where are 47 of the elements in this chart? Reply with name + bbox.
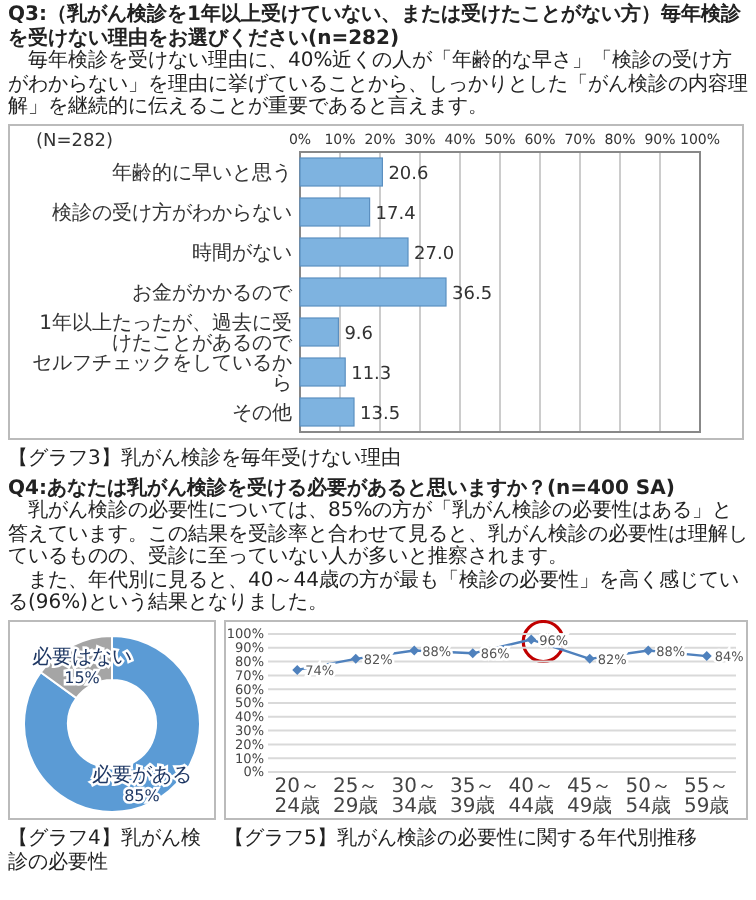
text: また、年代別に見ると、40～44歳の方が最も「検診の必要性」を高く感じている(96%)という結果となりました。	[8, 569, 741, 615]
data-label: 85%	[124, 785, 161, 804]
point	[350, 652, 361, 663]
point	[584, 652, 595, 663]
data-label: 11.3	[351, 364, 392, 384]
x-tick-label: 20～24歳	[274, 775, 320, 817]
bar	[299, 156, 383, 186]
x-tick-label: 55～59歳	[684, 775, 730, 817]
x-tick-label: 25～29歳	[333, 775, 379, 817]
text: (N=282)	[36, 131, 113, 151]
point	[643, 644, 654, 655]
bar	[299, 196, 371, 226]
text: 【グラフ3】乳がん検診を毎年受けない理由	[8, 448, 403, 471]
data-label: 36.5	[452, 284, 493, 304]
point	[701, 650, 712, 661]
category-label: セルフチェックをしているから	[32, 352, 292, 394]
text: 【グラフ5】乳がん検診の必要性に関する年代別推移	[224, 828, 699, 851]
data-label: 15%	[64, 668, 101, 687]
text: 【グラフ4】乳がん検診の必要性	[8, 828, 203, 874]
category-label: 時間がない	[192, 242, 292, 264]
x-tick-label: 50～54歳	[625, 775, 671, 817]
bar	[299, 276, 447, 306]
point	[526, 633, 537, 644]
data-label: 13.5	[360, 404, 401, 424]
x-tick-label: 35～39歳	[450, 775, 496, 817]
point	[467, 647, 478, 658]
chart-subtitle: 毎年検診を受けない理由に、40%近くの人が「年齢的な早さ」「検診の受け方がわからない」を理由に挙げていることから、しっかりとした「がん検診の内容理解」を継続的に伝えることが重要であると言えます。	[8, 50, 748, 119]
category-label: 検診の受け方がわからない	[52, 202, 292, 224]
category-label: 1年以上たったが、過去に受けたことがあるので	[39, 312, 292, 354]
category-label: お金がかかるので	[132, 282, 292, 304]
data-label: 17.4	[375, 204, 417, 224]
text: Q4:あなたは乳がん検診を受ける必要があると思いますか？(n=400 SA)	[8, 477, 677, 499]
text: 乳がん検診の必要性については、85%の方が「乳がん検診の必要性はある」と答えています。この結果を受診率と合わせて見ると、乳がん検診の必要性は理解しているものの、受診に至っていない人が多いと推察されます。	[8, 500, 748, 569]
category-label: 年齢的に早いと思う	[112, 162, 292, 184]
bar	[299, 396, 355, 426]
data-label: 27.0	[414, 244, 455, 264]
bar	[299, 356, 346, 386]
data-label: 9.6	[344, 324, 374, 344]
x-tick-label: 45～49歳	[567, 775, 613, 817]
category-label: その他	[232, 402, 292, 424]
point	[409, 644, 420, 655]
x-tick-label: 30～34歳	[391, 775, 437, 817]
data-label: 20.6	[388, 164, 430, 184]
bar	[299, 316, 339, 346]
chart-title: Q3:（乳がん検診を1年以上受けていない、または受けたことがない方）毎年検診を受けない理由をお選びください(n=282)	[8, 4, 743, 49]
x-tick-label: 40～44歳	[508, 775, 554, 817]
bar	[299, 236, 409, 266]
